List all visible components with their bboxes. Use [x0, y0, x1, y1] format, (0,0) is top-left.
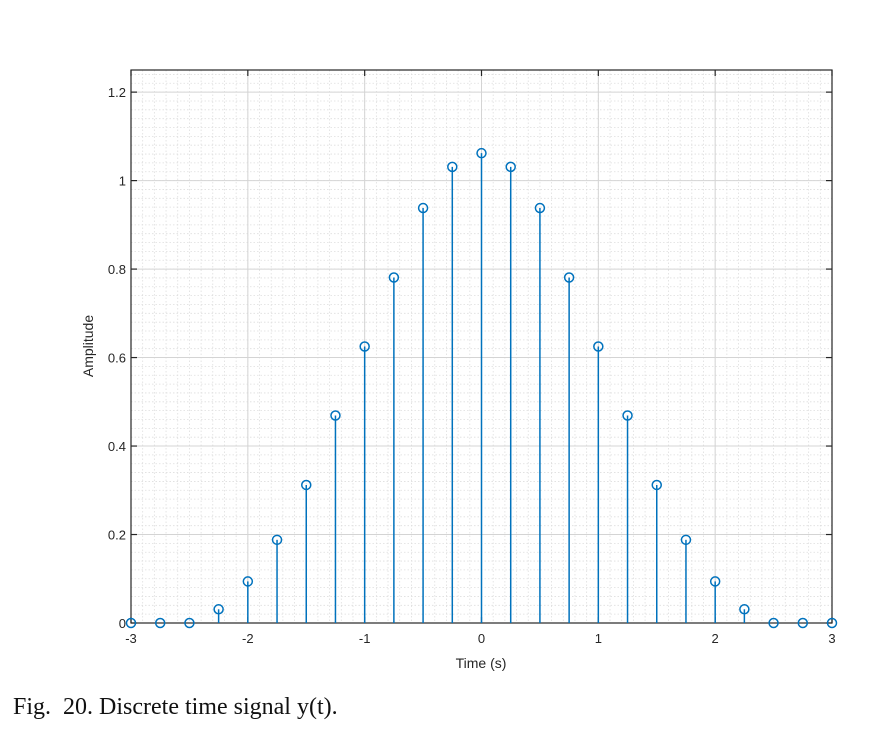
stem-point — [651, 479, 662, 623]
marker-circle-icon — [476, 147, 487, 159]
x-tick-label: -1 — [359, 631, 371, 646]
stem-point — [622, 410, 633, 623]
y-tick-label: 0.8 — [108, 262, 126, 277]
marker-circle-icon — [125, 617, 137, 629]
stem-point — [388, 272, 400, 623]
marker-circle-icon — [826, 617, 838, 629]
marker-circle-icon — [651, 479, 662, 491]
stem-point — [534, 202, 546, 623]
x-axis-label: Time (s) — [456, 655, 507, 671]
stem-plot: -3 -2 -1 0 1 2 3 0 0.2 0.4 0.6 0.8 1 1.2 Time (s) Am… — [80, 69, 838, 671]
x-tick-label: 3 — [828, 631, 835, 646]
stem-point — [739, 604, 750, 623]
stem-point — [680, 534, 692, 623]
y-tick-label: 1 — [119, 174, 126, 189]
x-tick-label: 2 — [712, 631, 719, 646]
marker-circle-icon — [359, 341, 370, 352]
marker-circle-icon — [505, 161, 516, 173]
marker-circle-icon — [797, 617, 809, 629]
stem-point — [125, 617, 137, 629]
marker-circle-icon — [739, 604, 750, 615]
marker-circle-icon — [388, 272, 400, 283]
marker-circle-icon — [447, 161, 458, 173]
stem-point — [563, 272, 575, 623]
stem-point — [417, 202, 429, 623]
y-tick-label: 0.6 — [108, 351, 126, 366]
x-tick-label: -3 — [125, 631, 137, 646]
marker-circle-icon — [768, 617, 779, 629]
marker-circle-icon — [534, 202, 546, 214]
stem-point — [593, 341, 604, 623]
y-tick-label: 1.2 — [108, 85, 126, 100]
stem-point — [709, 576, 721, 623]
stem-point — [447, 161, 458, 623]
stem-point — [301, 479, 312, 623]
x-tick-label: 0 — [478, 631, 485, 646]
stem-point — [826, 617, 838, 629]
stem-point — [768, 617, 779, 629]
stem-point — [213, 604, 224, 623]
marker-circle-icon — [680, 534, 692, 546]
stem-point — [505, 161, 516, 623]
stem-point — [797, 617, 809, 629]
marker-circle-icon — [213, 604, 224, 615]
stem-series — [125, 147, 838, 629]
y-axis-label: Amplitude — [80, 315, 96, 377]
y-tick-label: 0.2 — [108, 528, 126, 543]
stem-point — [242, 576, 254, 623]
stem-point — [154, 617, 166, 629]
marker-circle-icon — [709, 576, 721, 587]
marker-circle-icon — [242, 576, 254, 587]
stem-point — [359, 341, 370, 623]
marker-circle-icon — [154, 617, 166, 629]
x-tick-label: -2 — [242, 631, 254, 646]
marker-circle-icon — [563, 272, 575, 283]
marker-circle-icon — [271, 534, 283, 546]
x-tick-labels: -3 -2 -1 0 1 2 3 — [125, 631, 835, 646]
stem-point — [330, 410, 341, 623]
stem-point — [184, 617, 195, 629]
stem-point — [476, 147, 487, 623]
y-tick-label: 0 — [119, 616, 126, 631]
x-tick-label: 1 — [595, 631, 602, 646]
marker-circle-icon — [301, 479, 312, 491]
stem-point — [271, 534, 283, 623]
marker-circle-icon — [184, 617, 195, 629]
marker-circle-icon — [417, 202, 429, 214]
y-tick-labels: 0 0.2 0.4 0.6 0.8 1 1.2 — [108, 85, 126, 631]
figure-caption: Fig. 20. Discrete time signal y(t). — [13, 694, 338, 720]
marker-circle-icon — [593, 341, 604, 352]
marker-circle-icon — [622, 410, 633, 421]
y-tick-label: 0.4 — [108, 439, 126, 454]
marker-circle-icon — [330, 410, 341, 421]
